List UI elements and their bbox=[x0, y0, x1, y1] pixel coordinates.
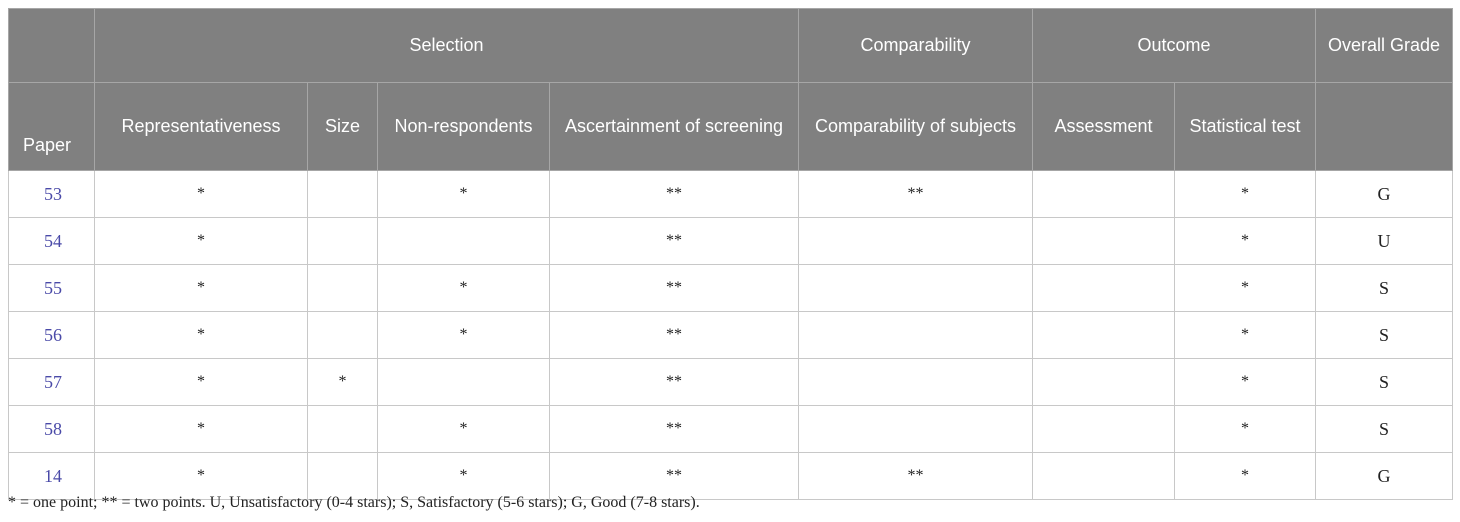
paper-link[interactable]: 57 bbox=[8, 358, 95, 406]
col-representativeness: Representativeness bbox=[94, 82, 308, 171]
group-selection: Selection bbox=[94, 8, 799, 83]
table-body: 53 * * ** ** * G 54 * ** * U bbox=[8, 170, 1453, 500]
cell-representativeness: * bbox=[94, 264, 308, 312]
cell-ascertainment: ** bbox=[549, 311, 799, 359]
cell-size bbox=[307, 405, 378, 453]
group-outcome: Outcome bbox=[1032, 8, 1316, 83]
cell-grade: G bbox=[1315, 452, 1453, 500]
cell-ascertainment: ** bbox=[549, 170, 799, 218]
cell-non-respondents: * bbox=[377, 452, 550, 500]
cell-non-respondents bbox=[377, 217, 550, 265]
cell-size bbox=[307, 170, 378, 218]
cell-representativeness: * bbox=[94, 311, 308, 359]
col-size: Size bbox=[307, 82, 378, 171]
paper-link[interactable]: 56 bbox=[8, 311, 95, 359]
cell-comparability bbox=[798, 311, 1033, 359]
cell-size bbox=[307, 217, 378, 265]
table-row: 53 * * ** ** * G bbox=[8, 170, 1453, 218]
cell-statistical-test: * bbox=[1174, 311, 1316, 359]
cell-ascertainment: ** bbox=[549, 405, 799, 453]
column-header-row: Paper Representativeness Size Non-respon… bbox=[8, 82, 1453, 171]
cell-ascertainment: ** bbox=[549, 217, 799, 265]
cell-comparability bbox=[798, 405, 1033, 453]
cell-grade: U bbox=[1315, 217, 1453, 265]
cell-assessment bbox=[1032, 264, 1175, 312]
paper-link[interactable]: 54 bbox=[8, 217, 95, 265]
cell-assessment bbox=[1032, 405, 1175, 453]
cell-grade: S bbox=[1315, 358, 1453, 406]
cell-ascertainment: ** bbox=[549, 358, 799, 406]
table-row: 55 * * ** * S bbox=[8, 264, 1453, 312]
col-ascertainment: Ascertainment of screening bbox=[549, 82, 799, 171]
group-comparability: Comparability bbox=[798, 8, 1033, 83]
table-header: Selection Comparability Outcome Overall … bbox=[8, 8, 1453, 171]
cell-size bbox=[307, 452, 378, 500]
paper-link[interactable]: 58 bbox=[8, 405, 95, 453]
cell-grade: G bbox=[1315, 170, 1453, 218]
cell-non-respondents: * bbox=[377, 170, 550, 218]
cell-comparability bbox=[798, 264, 1033, 312]
paper-link[interactable]: 14 bbox=[8, 452, 95, 500]
cell-statistical-test: * bbox=[1174, 358, 1316, 406]
paper-link[interactable]: 53 bbox=[8, 170, 95, 218]
cell-grade: S bbox=[1315, 311, 1453, 359]
cell-representativeness: * bbox=[94, 217, 308, 265]
cell-assessment bbox=[1032, 452, 1175, 500]
cell-representativeness: * bbox=[94, 170, 308, 218]
quality-assessment-table: Selection Comparability Outcome Overall … bbox=[8, 8, 1453, 500]
cell-statistical-test: * bbox=[1174, 217, 1316, 265]
col-grade-blank bbox=[1315, 82, 1453, 171]
col-non-respondents: Non-respondents bbox=[377, 82, 550, 171]
cell-representativeness: * bbox=[94, 452, 308, 500]
cell-comparability bbox=[798, 217, 1033, 265]
group-header-row: Selection Comparability Outcome Overall … bbox=[8, 8, 1453, 83]
cell-assessment bbox=[1032, 311, 1175, 359]
cell-size bbox=[307, 264, 378, 312]
col-paper: Paper bbox=[8, 82, 95, 171]
quality-assessment-table-container: Selection Comparability Outcome Overall … bbox=[8, 8, 1453, 500]
cell-size: * bbox=[307, 358, 378, 406]
cell-grade: S bbox=[1315, 405, 1453, 453]
paper-link[interactable]: 55 bbox=[8, 264, 95, 312]
group-overall-grade: Overall Grade bbox=[1315, 8, 1453, 83]
cell-assessment bbox=[1032, 217, 1175, 265]
col-comparability-subjects: Comparability of subjects bbox=[798, 82, 1033, 171]
col-assessment: Assessment bbox=[1032, 82, 1175, 171]
table-row: 56 * * ** * S bbox=[8, 311, 1453, 359]
cell-statistical-test: * bbox=[1174, 264, 1316, 312]
table-row: 54 * ** * U bbox=[8, 217, 1453, 265]
table-row: 58 * * ** * S bbox=[8, 405, 1453, 453]
table-row: 14 * * ** ** * G bbox=[8, 452, 1453, 500]
cell-ascertainment: ** bbox=[549, 264, 799, 312]
cell-representativeness: * bbox=[94, 405, 308, 453]
cell-statistical-test: * bbox=[1174, 170, 1316, 218]
cell-statistical-test: * bbox=[1174, 452, 1316, 500]
cell-statistical-test: * bbox=[1174, 405, 1316, 453]
cell-non-respondents: * bbox=[377, 405, 550, 453]
col-statistical-test: Statistical test bbox=[1174, 82, 1316, 171]
table-footnote: * = one point; ** = two points. U, Unsat… bbox=[8, 494, 700, 511]
cell-grade: S bbox=[1315, 264, 1453, 312]
cell-representativeness: * bbox=[94, 358, 308, 406]
cell-comparability bbox=[798, 358, 1033, 406]
cell-comparability: ** bbox=[798, 452, 1033, 500]
cell-assessment bbox=[1032, 358, 1175, 406]
cell-non-respondents: * bbox=[377, 311, 550, 359]
header-blank-cell bbox=[8, 8, 95, 83]
cell-non-respondents bbox=[377, 358, 550, 406]
cell-ascertainment: ** bbox=[549, 452, 799, 500]
cell-assessment bbox=[1032, 170, 1175, 218]
table-row: 57 * * ** * S bbox=[8, 358, 1453, 406]
cell-non-respondents: * bbox=[377, 264, 550, 312]
cell-comparability: ** bbox=[798, 170, 1033, 218]
cell-size bbox=[307, 311, 378, 359]
